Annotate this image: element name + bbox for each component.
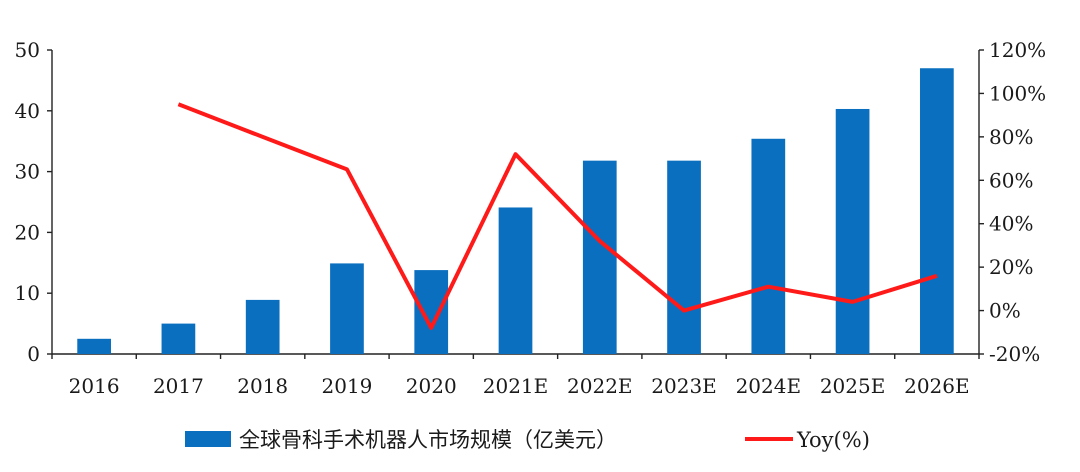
y-left-tick-label: 20 [15, 220, 40, 244]
y-left-tick-label: 40 [15, 99, 40, 123]
y-right-tick-label: 60% [989, 168, 1033, 192]
x-tick-label: 2021E [483, 374, 549, 398]
x-tick-label: 2025E [820, 374, 886, 398]
x-tick-label: 2023E [651, 374, 717, 398]
bar-series [77, 68, 954, 355]
y-right-tick-label: 120% [989, 38, 1046, 62]
x-tick-label: 2017 [153, 374, 204, 398]
y-left-tick-label: 30 [15, 160, 40, 184]
line-series [177, 102, 938, 330]
y-left-axis-ticks: 0 10 20 30 40 50 [15, 38, 52, 366]
x-tick-label: 2026E [904, 374, 970, 398]
x-tick-label: 2020 [406, 374, 457, 398]
y-left-tick-label: 0 [27, 342, 40, 366]
bar [582, 160, 617, 354]
x-tick-label: 2018 [237, 374, 288, 398]
bar [77, 338, 111, 354]
y-right-tick-label: 40% [989, 212, 1033, 236]
bar [751, 138, 786, 354]
y-right-axis-ticks: -20% 0% 20% 40% 60% 80% 100% 120% [979, 38, 1046, 366]
bar [920, 68, 954, 355]
x-tick-label: 2019 [322, 374, 373, 398]
y-left-tick-label: 50 [15, 38, 40, 62]
yoy-line [177, 102, 938, 330]
y-right-tick-label: 100% [989, 81, 1046, 105]
y-right-tick-label: 20% [989, 255, 1033, 279]
x-tick-label: 2024E [736, 374, 802, 398]
bar [245, 299, 280, 354]
y-left-tick-label: 10 [15, 281, 40, 305]
x-axis-ticks: 2016 2017 2018 2019 2020 2021E 2022E 2023E 2024E… [51, 354, 980, 398]
bar [835, 108, 870, 354]
legend-bar-label: 全球骨科手术机器人市场规模（亿美元） [239, 428, 617, 452]
y-right-tick-label: -20% [989, 342, 1040, 366]
bar [667, 160, 701, 354]
bar [414, 270, 449, 354]
y-right-tick-label: 80% [989, 125, 1033, 149]
bar [498, 207, 533, 354]
y-right-tick-label: 0% [989, 299, 1021, 323]
bar [161, 323, 196, 354]
bar [330, 263, 364, 354]
legend: 全球骨科手术机器人市场规模（亿美元） Yoy(%) [185, 428, 870, 452]
x-tick-label: 2016 [69, 374, 120, 398]
x-tick-label: 2022E [567, 374, 633, 398]
legend-line-label: Yoy(%) [796, 428, 870, 452]
legend-bar-swatch [185, 431, 231, 447]
